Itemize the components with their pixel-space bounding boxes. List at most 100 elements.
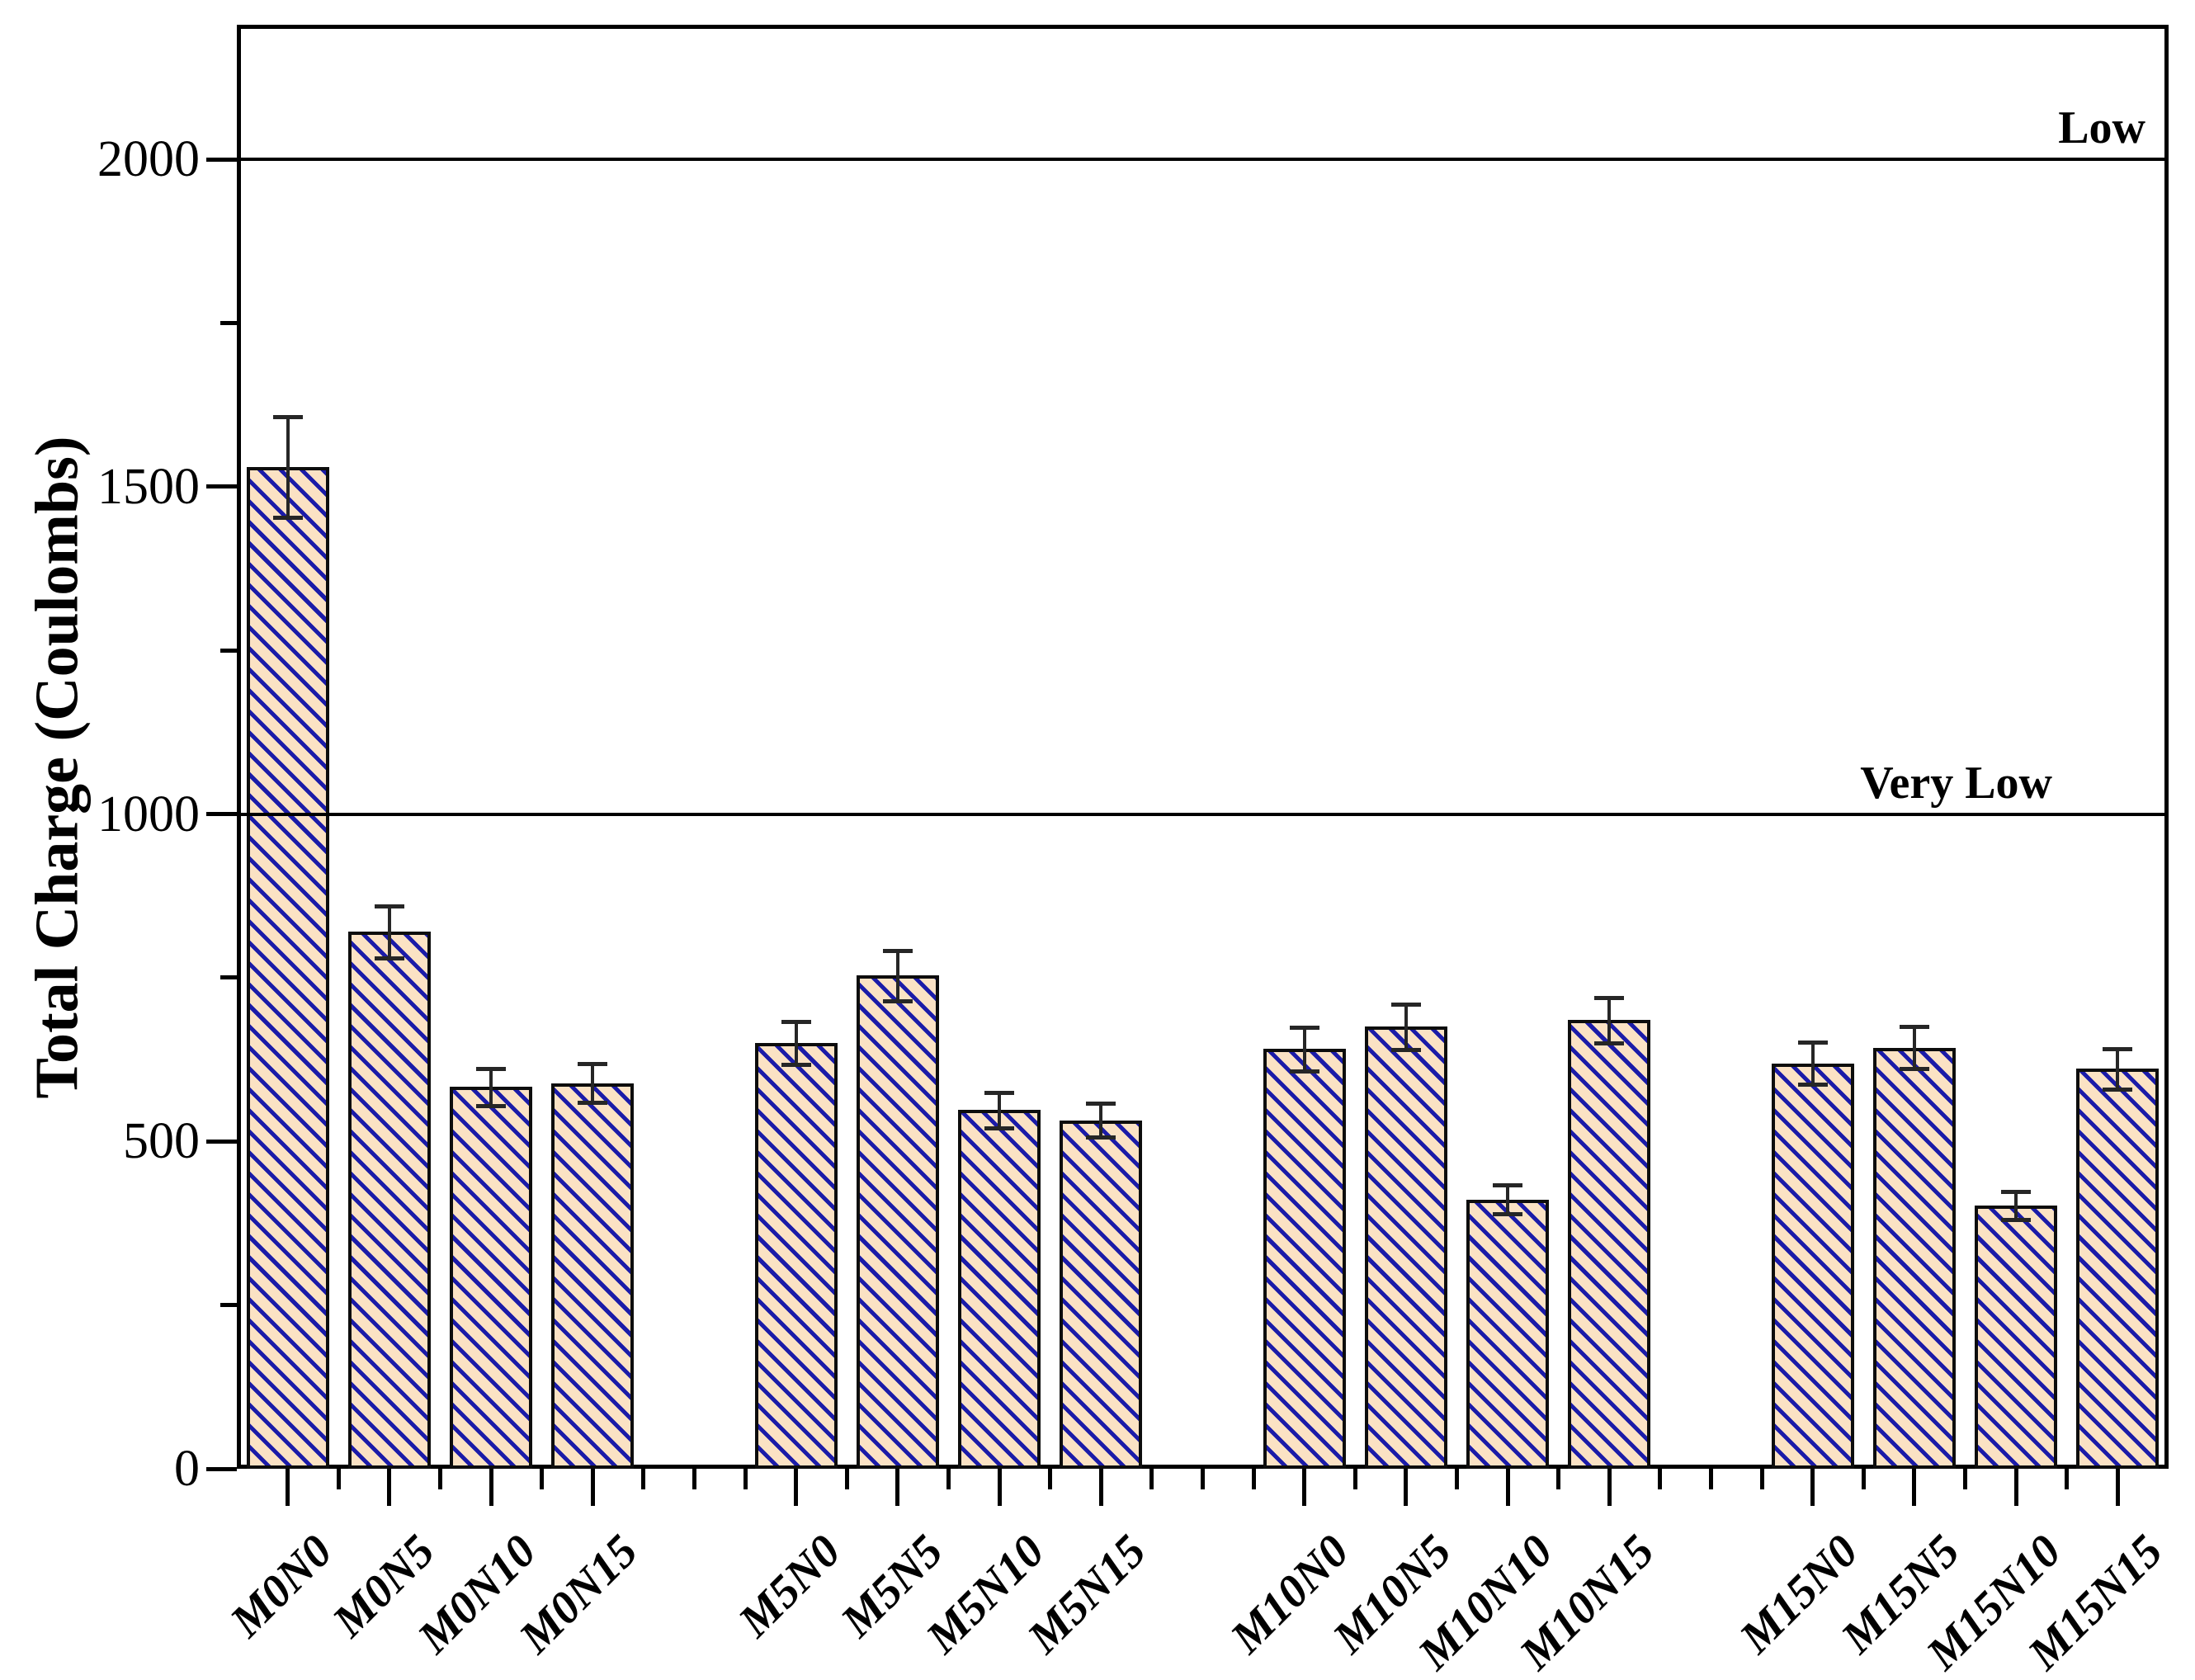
error-cap-bottom-M15N0 — [1798, 1083, 1828, 1087]
x-minor-tick — [641, 1469, 645, 1489]
x-minor-tick — [2065, 1469, 2069, 1489]
error-cap-top-M0N10 — [476, 1067, 506, 1071]
error-cap-bottom-M15N15 — [2103, 1088, 2132, 1092]
x-major-tick-M5N10 — [998, 1469, 1002, 1506]
x-minor-tick — [1709, 1469, 1713, 1489]
error-bar-M0N10 — [489, 1069, 493, 1106]
bar-M15N10 — [1975, 1206, 2057, 1469]
x-minor-tick — [1963, 1469, 1967, 1489]
x-minor-tick — [337, 1469, 341, 1489]
x-minor-tick — [692, 1469, 696, 1489]
error-bar-M10N10 — [1506, 1185, 1509, 1214]
bar-M10N5 — [1365, 1026, 1447, 1469]
error-cap-top-M0N15 — [578, 1062, 607, 1066]
y-minor-tick-750 — [220, 975, 237, 979]
error-bar-M10N5 — [1404, 1004, 1408, 1050]
bar-M5N5 — [857, 975, 939, 1469]
reference-label-very-low: Very Low — [1860, 757, 2052, 809]
y-major-tick-1500 — [206, 484, 237, 488]
bar-M5N10 — [958, 1110, 1041, 1469]
error-bar-M5N15 — [1099, 1103, 1102, 1137]
error-bar-M10N0 — [1303, 1027, 1306, 1071]
error-cap-top-M5N0 — [781, 1020, 811, 1024]
error-cap-top-M10N15 — [1594, 996, 1624, 1000]
y-axis-title: Total Charge (Coulombs) — [23, 436, 92, 1099]
x-minor-tick — [1149, 1469, 1154, 1489]
x-major-tick-M10N15 — [1607, 1469, 1612, 1506]
bar-M15N15 — [2076, 1069, 2159, 1469]
error-cap-bottom-M15N5 — [1900, 1067, 1929, 1071]
error-bar-M0N15 — [591, 1064, 594, 1102]
y-tick-label-500: 500 — [123, 1113, 200, 1169]
bar-M10N0 — [1263, 1049, 1346, 1469]
y-tick-label-1000: 1000 — [97, 786, 200, 842]
error-cap-bottom-M10N10 — [1493, 1212, 1522, 1216]
error-bar-M5N5 — [896, 951, 899, 1001]
error-bar-M15N10 — [2014, 1192, 2018, 1220]
x-minor-tick — [1862, 1469, 1866, 1489]
error-cap-bottom-M10N5 — [1391, 1048, 1421, 1052]
x-minor-tick — [1048, 1469, 1052, 1489]
bar-M0N15 — [551, 1083, 634, 1469]
bar-M0N5 — [348, 932, 431, 1469]
error-cap-bottom-M10N15 — [1594, 1041, 1624, 1045]
error-cap-top-M0N5 — [375, 904, 404, 908]
x-minor-tick — [1201, 1469, 1205, 1489]
error-cap-top-M15N0 — [1798, 1041, 1828, 1045]
error-bar-M15N5 — [1913, 1026, 1916, 1069]
error-cap-bottom-M0N15 — [578, 1101, 607, 1105]
reference-label-low: Low — [2058, 102, 2145, 153]
reference-line-low — [241, 158, 2164, 161]
bar-M5N15 — [1060, 1121, 1142, 1469]
bar-M5N0 — [755, 1043, 838, 1469]
x-major-tick-M10N0 — [1302, 1469, 1306, 1506]
error-cap-bottom-M5N0 — [781, 1063, 811, 1067]
x-tick-label-M0N0: M0N0 — [220, 1525, 343, 1647]
x-major-tick-M0N0 — [286, 1469, 290, 1506]
error-cap-bottom-M0N10 — [476, 1104, 506, 1108]
bar-M0N0 — [247, 467, 329, 1469]
x-major-tick-M5N0 — [794, 1469, 798, 1506]
y-tick-label-2000: 2000 — [97, 131, 200, 187]
x-minor-tick — [743, 1469, 748, 1489]
x-major-tick-M0N5 — [387, 1469, 391, 1506]
error-cap-top-M15N5 — [1900, 1025, 1929, 1029]
x-major-tick-M0N15 — [591, 1469, 595, 1506]
error-bar-M0N5 — [388, 906, 391, 958]
x-major-tick-M0N10 — [489, 1469, 493, 1506]
error-cap-top-M10N0 — [1290, 1026, 1319, 1030]
y-minor-tick-1750 — [220, 321, 237, 325]
bar-M15N5 — [1873, 1048, 1956, 1469]
x-major-tick-M15N5 — [1912, 1469, 1916, 1506]
x-minor-tick — [1556, 1469, 1560, 1489]
error-bar-M5N10 — [998, 1092, 1001, 1128]
error-bar-M0N0 — [286, 417, 290, 517]
error-cap-top-M10N10 — [1493, 1183, 1522, 1187]
bar-M0N10 — [450, 1087, 532, 1469]
y-major-tick-0 — [206, 1467, 237, 1471]
x-major-tick-M5N5 — [895, 1469, 899, 1506]
x-minor-tick — [1252, 1469, 1256, 1489]
y-major-tick-500 — [206, 1140, 237, 1144]
error-bar-M10N15 — [1607, 998, 1611, 1043]
y-tick-label-0: 0 — [174, 1441, 200, 1497]
x-major-tick-M15N0 — [1810, 1469, 1815, 1506]
error-cap-bottom-M0N0 — [273, 516, 303, 520]
error-cap-top-M5N5 — [883, 949, 913, 953]
y-minor-tick-250 — [220, 1303, 237, 1307]
y-major-tick-1000 — [206, 812, 237, 816]
bar-M15N0 — [1772, 1064, 1854, 1469]
x-minor-tick — [540, 1469, 544, 1489]
error-bar-M15N0 — [1811, 1042, 1815, 1084]
error-cap-top-M15N10 — [2001, 1190, 2031, 1194]
bar-M10N15 — [1568, 1020, 1650, 1469]
x-minor-tick — [845, 1469, 849, 1489]
x-minor-tick — [946, 1469, 951, 1489]
x-tick-label-M5N0: M5N0 — [729, 1525, 852, 1647]
error-cap-bottom-M10N0 — [1290, 1069, 1319, 1074]
x-major-tick-M10N5 — [1404, 1469, 1408, 1506]
x-minor-tick — [438, 1469, 442, 1489]
error-bar-M5N0 — [795, 1022, 798, 1064]
error-cap-top-M5N15 — [1086, 1102, 1116, 1106]
reference-line-very-low — [241, 813, 2164, 816]
